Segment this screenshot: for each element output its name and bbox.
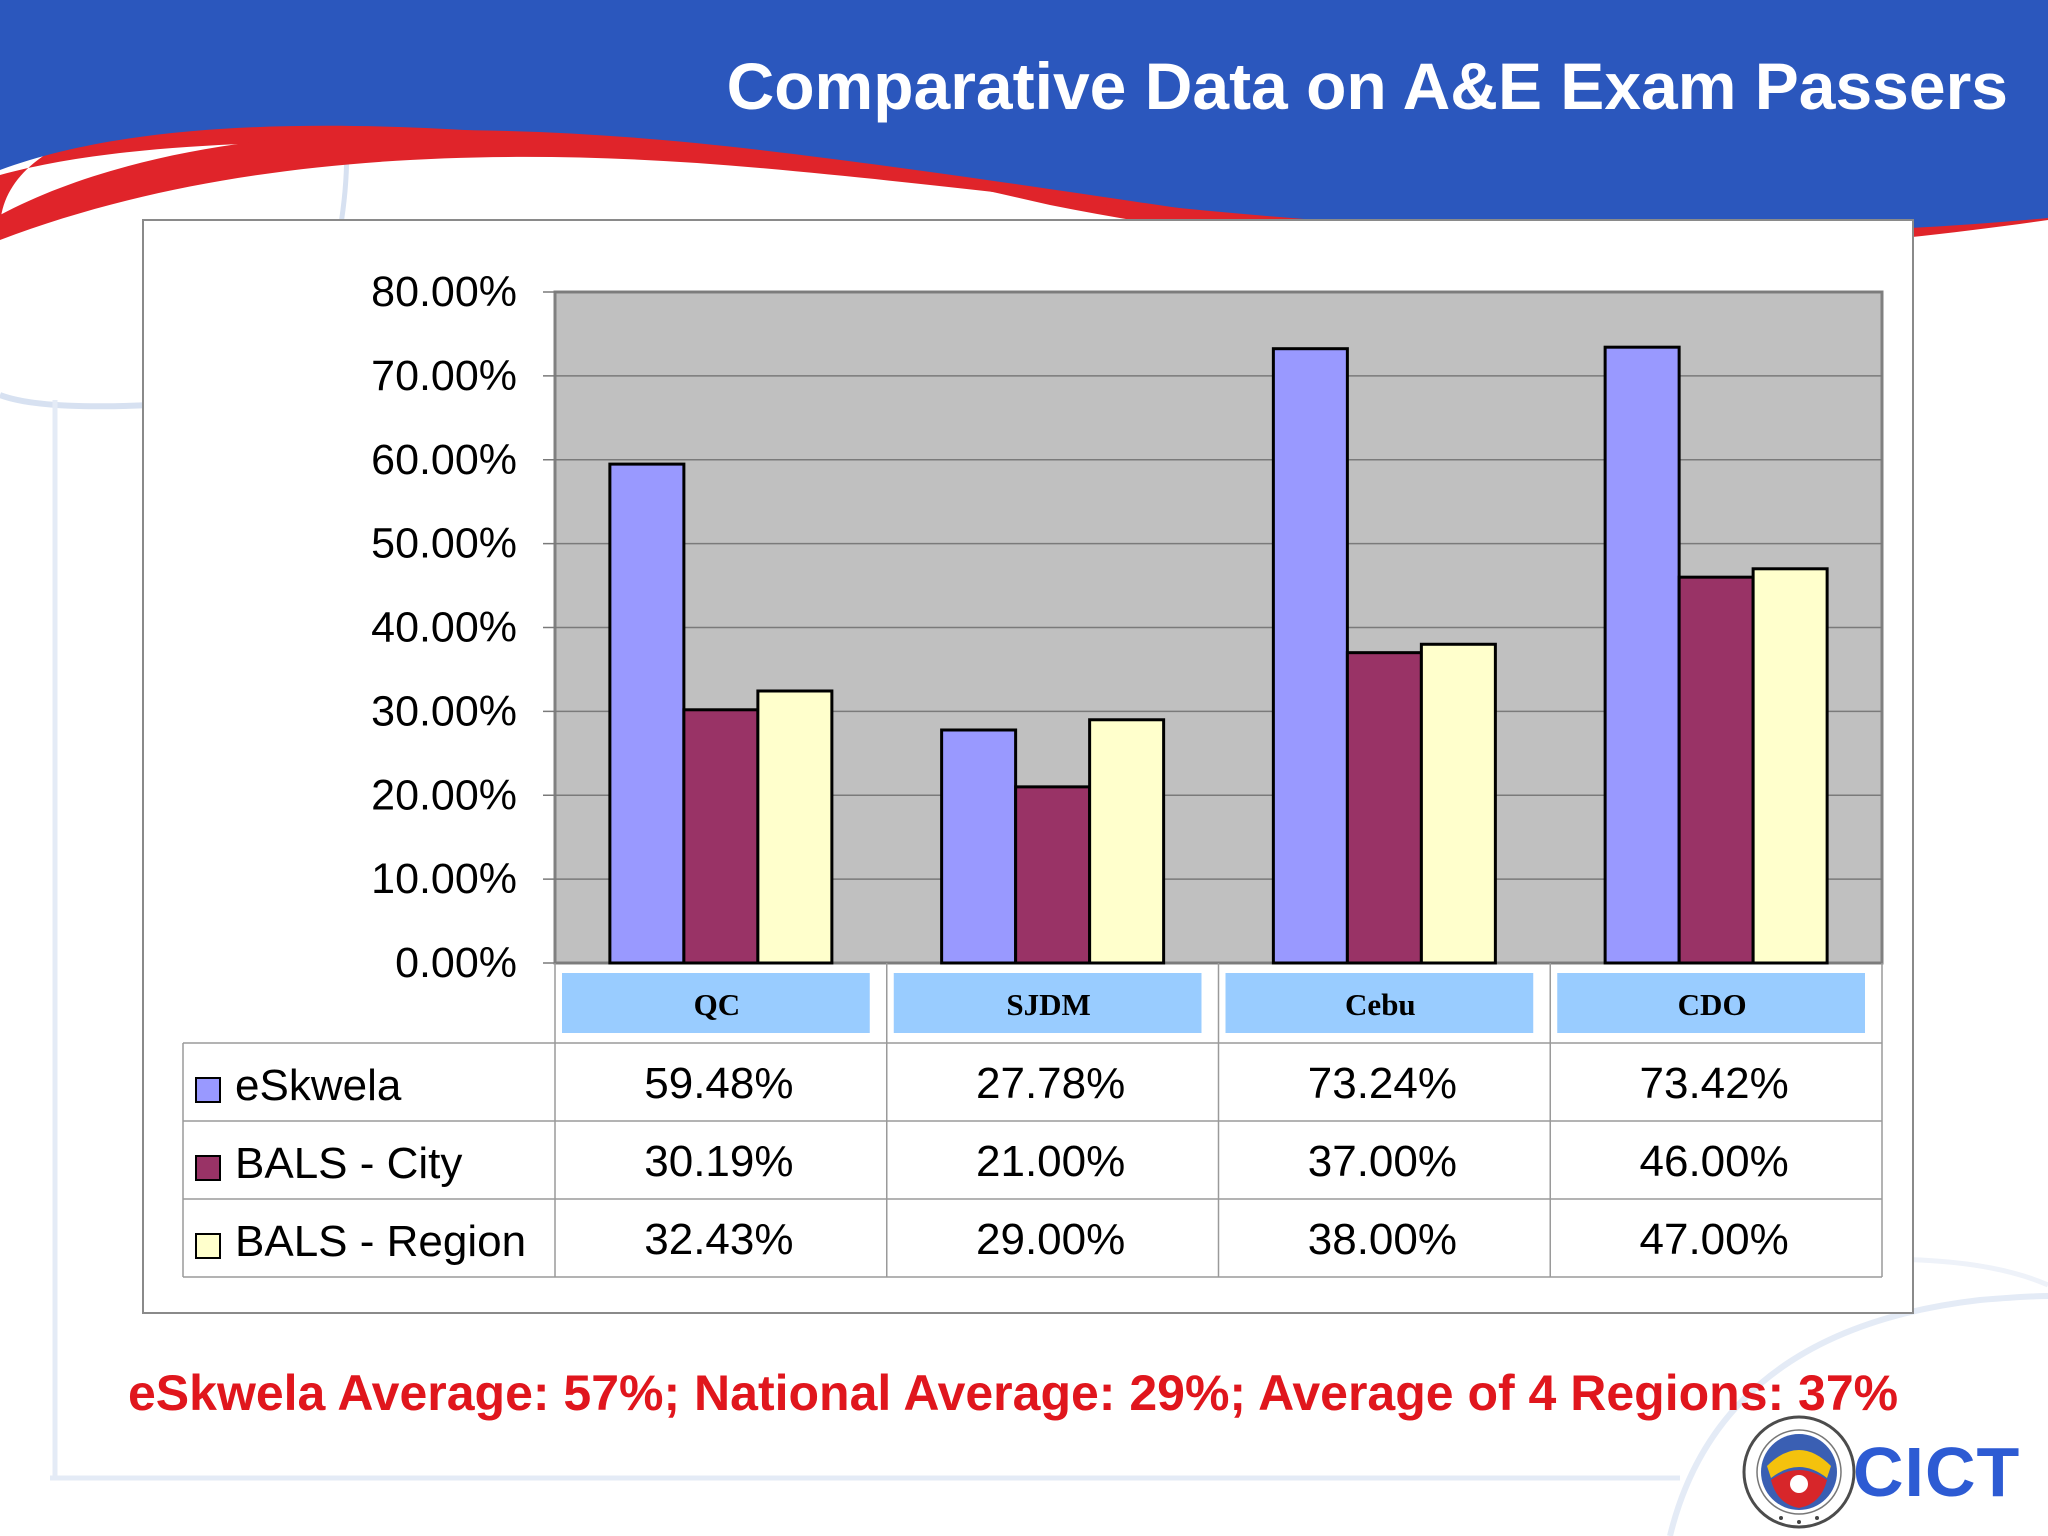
data-label: 37.00% — [1308, 1137, 1457, 1186]
x-tick-label: QC — [694, 987, 741, 1022]
background-curve — [0, 392, 151, 410]
cict-wordmark: CICT — [1853, 1433, 2021, 1511]
category-label-cell — [893, 973, 1202, 1033]
x-tick-label: Cebu — [1345, 987, 1416, 1022]
data-label: 38.00% — [1308, 1215, 1457, 1264]
slide-title: Comparative Data on A&E Exam Passers — [726, 49, 2008, 123]
bar-bals-city — [1345, 651, 1423, 965]
legend-label: eSkwela — [235, 1061, 402, 1110]
y-tick-label: 0.00% — [395, 939, 517, 987]
category-label-cell — [1225, 973, 1534, 1033]
bar-bals-city — [1014, 785, 1092, 965]
legend-label: BALS - Region — [235, 1217, 526, 1266]
y-tick-label: 60.00% — [371, 436, 517, 484]
data-label: 73.24% — [1308, 1059, 1457, 1108]
y-tick-label: 80.00% — [371, 268, 517, 316]
category-label-cell — [562, 973, 870, 1033]
cict-seal-logo — [1742, 1415, 1856, 1529]
legend-label: BALS - City — [235, 1139, 462, 1188]
data-label: 59.48% — [644, 1059, 793, 1108]
data-label: 32.43% — [644, 1215, 793, 1264]
legend-swatch — [195, 1233, 221, 1259]
bar-bals-region — [1088, 718, 1166, 965]
red-swoosh — [0, 130, 1280, 240]
data-label: 21.00% — [976, 1137, 1125, 1186]
y-tick-label: 10.00% — [371, 855, 517, 903]
x-tick-label: SJDM — [1006, 987, 1090, 1022]
bar-bals-city — [1677, 575, 1755, 965]
y-tick-label: 30.00% — [371, 687, 517, 735]
data-label: 27.78% — [976, 1059, 1125, 1108]
data-label: 47.00% — [1640, 1215, 1789, 1264]
bar-bals-city — [682, 708, 760, 965]
data-label: 29.00% — [976, 1215, 1125, 1264]
data-label: 30.19% — [644, 1137, 793, 1186]
y-tick-label: 40.00% — [371, 604, 517, 652]
y-tick-label: 70.00% — [371, 352, 517, 400]
bar-eskwela — [608, 462, 686, 965]
legend-swatch — [195, 1077, 221, 1103]
bar-eskwela — [1271, 347, 1349, 965]
data-label: 73.42% — [1640, 1059, 1789, 1108]
x-tick-label: CDO — [1678, 987, 1747, 1022]
bar-eskwela — [940, 728, 1018, 965]
y-tick-label: 20.00% — [371, 771, 517, 819]
header-band — [0, 0, 2048, 235]
legend-swatch — [195, 1155, 221, 1181]
data-label: 46.00% — [1640, 1137, 1789, 1186]
bar-eskwela — [1603, 345, 1681, 965]
y-tick-label: 50.00% — [371, 520, 517, 568]
bar-bals-region — [756, 689, 834, 965]
bar-bals-region — [1419, 642, 1497, 965]
background-curve — [1667, 1293, 2048, 1536]
summary-text: eSkwela Average: 57%; National Average: … — [128, 1365, 1899, 1421]
category-label-cell — [1557, 973, 1865, 1033]
bar-bals-region — [1751, 567, 1829, 965]
